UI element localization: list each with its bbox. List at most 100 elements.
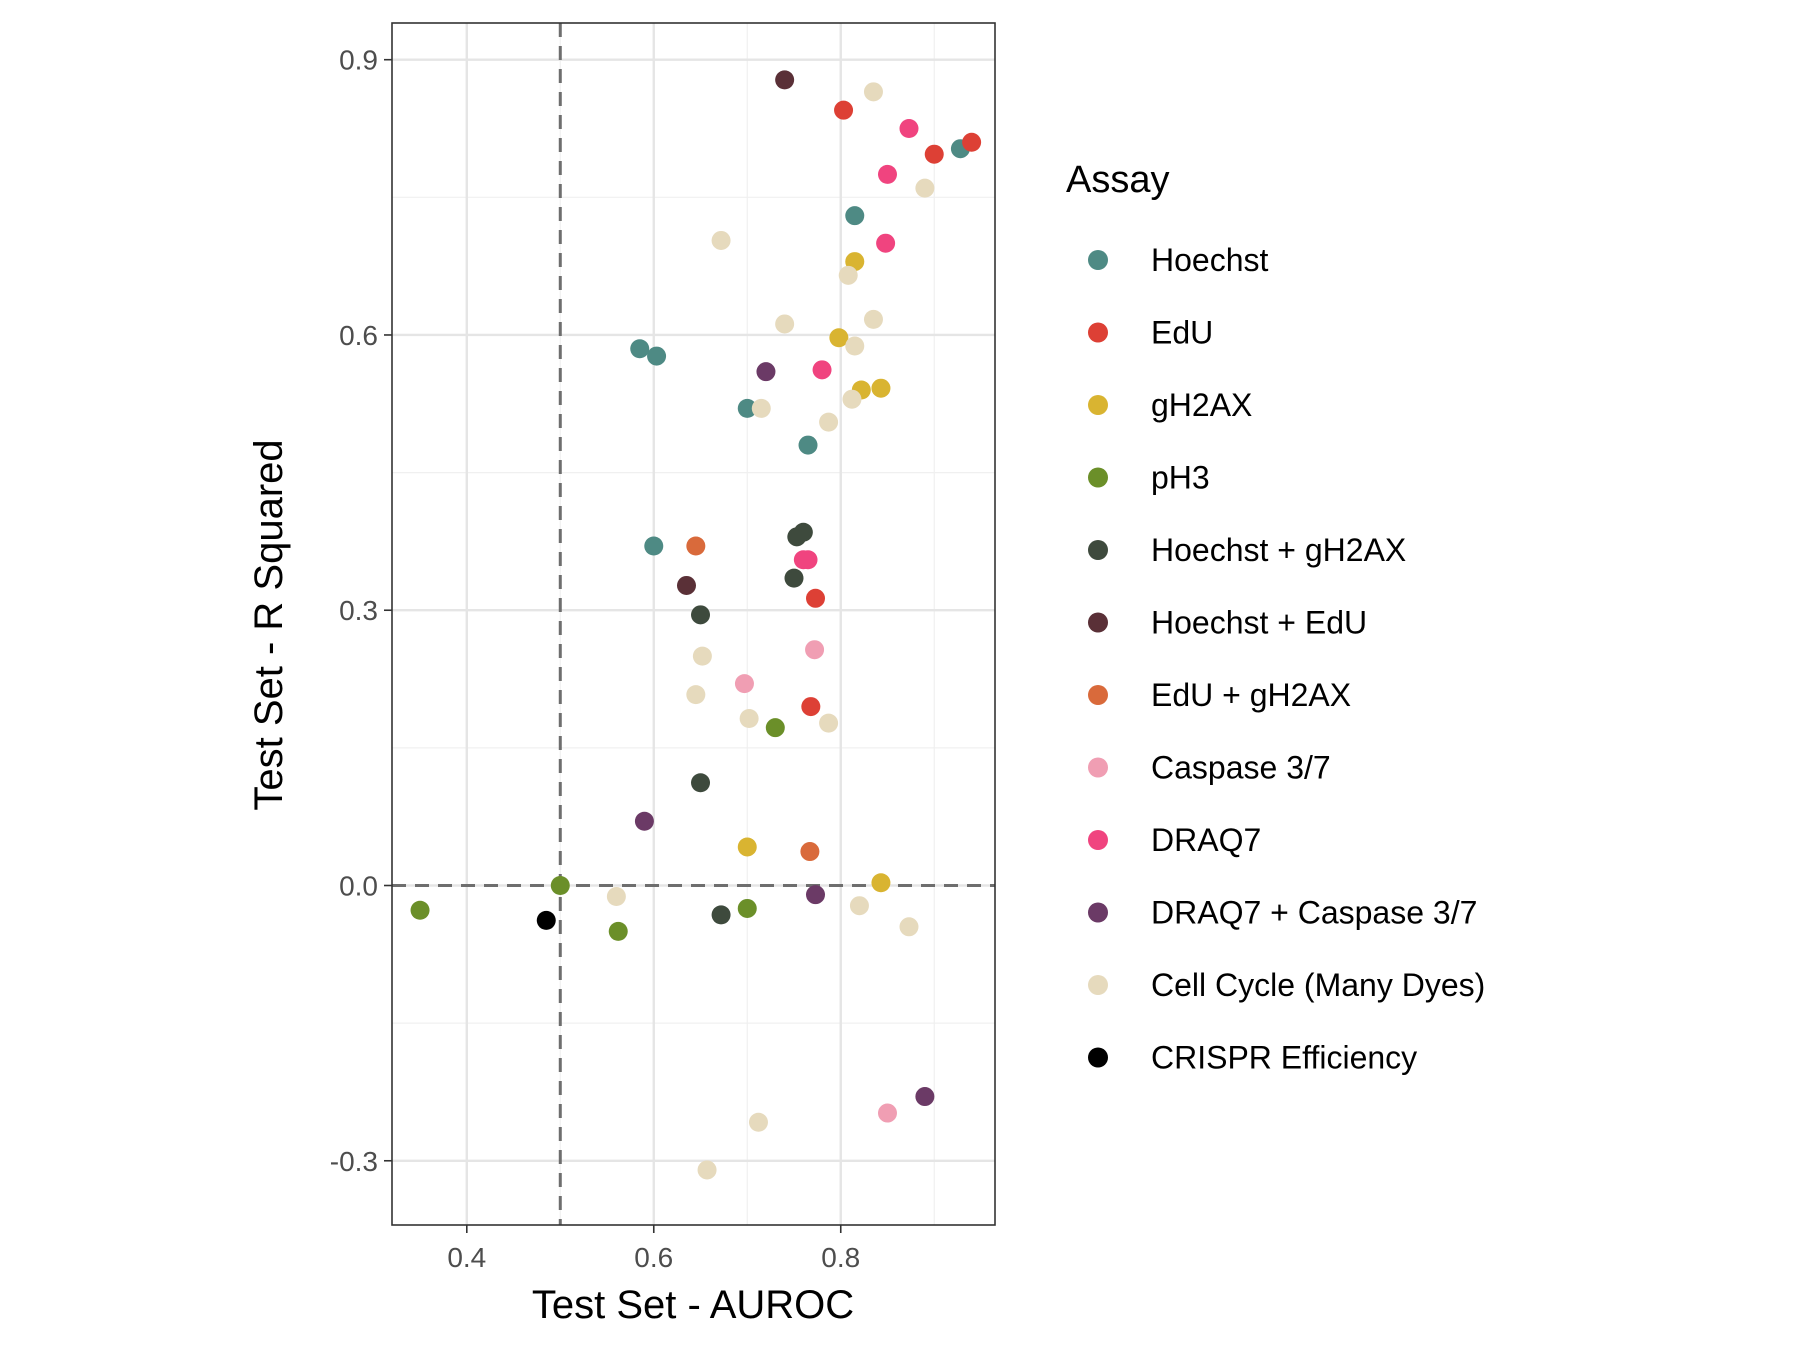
legend-item: gH2AX [1088, 387, 1252, 423]
legend-label: CRISPR Efficiency [1151, 1040, 1417, 1076]
grid-major [392, 23, 995, 1225]
point-draq7 [798, 550, 818, 570]
point-cell-cycle-many-dyes [751, 398, 771, 418]
legend-item: DRAQ7 + Caspase 3/7 [1088, 895, 1477, 931]
point-ph3 [608, 921, 628, 941]
legend-key [1088, 467, 1108, 488]
point-hoechst-gh2ax [793, 522, 813, 542]
legend-label: DRAQ7 [1151, 822, 1261, 858]
point-edu-gh2ax [800, 842, 820, 862]
point-cell-cycle-many-dyes [819, 412, 839, 432]
point-cell-cycle-many-dyes [775, 314, 795, 334]
legend-item: pH3 [1088, 460, 1210, 496]
plot-border [391, 22, 996, 1226]
point-cell-cycle-many-dyes [849, 896, 869, 916]
point-gh2ax [737, 837, 757, 857]
data-points [410, 70, 982, 1180]
legend-key [1088, 685, 1108, 705]
legend-label: pH3 [1151, 460, 1210, 496]
legend-key [1088, 540, 1108, 560]
plot-panel [392, 23, 995, 1225]
y-tick-label: 0.6 [339, 320, 378, 351]
point-cell-cycle-many-dyes [711, 230, 731, 250]
point-draq7 [812, 360, 832, 380]
y-tick-label: 0.9 [339, 45, 378, 76]
point-edu [962, 132, 982, 152]
point-hoechst-gh2ax [784, 568, 804, 588]
legend-title: Assay [1066, 159, 1169, 201]
legend-key [1088, 395, 1108, 415]
x-tick-label: 0.8 [821, 1242, 860, 1273]
point-cell-cycle-many-dyes [697, 1160, 717, 1180]
point-cell-cycle-many-dyes [686, 685, 706, 705]
point-draq7-caspase-3-7 [915, 1087, 935, 1107]
legend-key [1088, 830, 1108, 850]
x-tick-label: 0.6 [634, 1242, 673, 1273]
legend-item: Hoechst + gH2AX [1088, 532, 1406, 568]
point-edu [801, 697, 821, 717]
legend: Assay Hoechst EdU gH2AX pH3 Hoechst + gH2AX H… [1066, 159, 1485, 1076]
point-draq7 [899, 119, 919, 139]
legend-key [1088, 250, 1108, 270]
point-cell-cycle-many-dyes [606, 887, 626, 907]
legend-key [1088, 1047, 1108, 1068]
point-crispr-efficiency [536, 910, 556, 930]
point-draq7-caspase-3-7 [756, 362, 776, 382]
x-axis-title: Test Set - AUROC [532, 1283, 854, 1327]
legend-label: Caspase 3/7 [1151, 750, 1331, 786]
point-cell-cycle-many-dyes [863, 82, 883, 102]
point-cell-cycle-many-dyes [845, 336, 865, 356]
legend-key [1088, 322, 1108, 343]
point-hoechst-edu [676, 575, 696, 595]
y-tick-label: 0.0 [339, 871, 378, 902]
point-draq7 [877, 164, 897, 184]
legend-label: Hoechst + gH2AX [1151, 532, 1406, 568]
legend-key [1088, 902, 1108, 923]
point-hoechst-gh2ax [711, 905, 731, 925]
point-edu [924, 144, 944, 164]
point-cell-cycle-many-dyes [748, 1112, 768, 1132]
x-tick-label: 0.4 [447, 1242, 486, 1273]
legend-item: Hoechst + EdU [1088, 605, 1367, 641]
legend-item: EdU + gH2AX [1088, 677, 1351, 713]
legend-label: DRAQ7 + Caspase 3/7 [1151, 895, 1477, 931]
legend-item: Caspase 3/7 [1088, 750, 1331, 786]
legend-item: DRAQ7 [1088, 822, 1261, 858]
legend-label: gH2AX [1151, 387, 1252, 423]
point-cell-cycle-many-dyes [692, 646, 712, 666]
legend-item: Hoechst [1088, 242, 1269, 278]
legend-item: Cell Cycle (Many Dyes) [1088, 967, 1485, 1003]
point-cell-cycle-many-dyes [838, 265, 858, 285]
point-draq7-caspase-3-7 [634, 811, 654, 831]
point-cell-cycle-many-dyes [739, 709, 759, 729]
point-hoechst [798, 435, 818, 455]
point-cell-cycle-many-dyes [899, 917, 919, 937]
reference-lines [392, 23, 995, 1225]
point-cell-cycle-many-dyes [842, 389, 862, 409]
legend-key [1088, 612, 1108, 633]
point-hoechst [630, 339, 650, 359]
point-caspase-3-7 [734, 674, 754, 694]
point-cell-cycle-many-dyes [863, 309, 883, 329]
point-edu [834, 100, 854, 120]
y-axis-ticks: -0.3 0.0 0.3 0.6 0.9 [330, 45, 392, 1177]
point-hoechst [845, 206, 865, 226]
point-caspase-3-7 [877, 1103, 897, 1123]
legend-label: Hoechst + EdU [1151, 605, 1367, 641]
point-hoechst-edu [775, 70, 795, 90]
point-ph3 [765, 718, 785, 738]
point-hoechst-gh2ax [691, 605, 711, 625]
y-axis-title: Test Set - R Squared [247, 439, 291, 810]
y-tick-label: 0.3 [339, 595, 378, 626]
point-hoechst-gh2ax [691, 773, 711, 793]
legend-key [1088, 975, 1108, 995]
legend-label: EdU + gH2AX [1151, 677, 1351, 713]
legend-label: EdU [1151, 315, 1213, 351]
point-hoechst [647, 346, 667, 366]
legend-item: EdU [1088, 315, 1213, 351]
point-draq7 [876, 233, 896, 253]
point-cell-cycle-many-dyes [819, 713, 839, 733]
point-cell-cycle-many-dyes [915, 178, 935, 198]
